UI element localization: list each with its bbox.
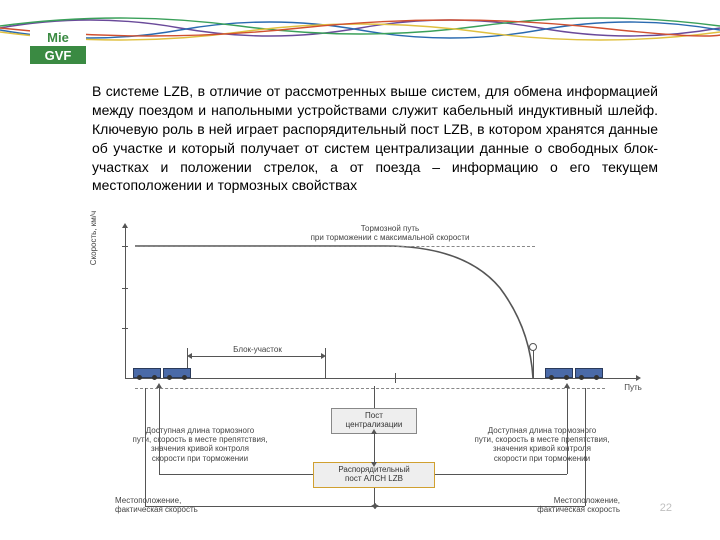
lzb-left-v [159, 388, 160, 474]
right-info-text: Доступная длина тормозного пути, скорост… [457, 426, 627, 463]
lzb-right-arrow [567, 388, 568, 389]
block-section-label: Блок-участок [210, 345, 305, 354]
y-axis-label: Скорость, км/ч [89, 208, 98, 268]
train-car-icon [163, 368, 191, 378]
y-tick [122, 288, 128, 289]
curve-label: Тормозной путь при торможении с максимал… [285, 224, 495, 242]
logo-bottom-text: GVF [30, 46, 86, 64]
lzb-right-v [567, 388, 568, 474]
lzb-diagram: Скорость, км/ч Путь Тормозной путь при т… [95, 228, 655, 518]
track-line [125, 378, 635, 379]
connector-line [374, 434, 375, 462]
connector-arrow [374, 434, 375, 435]
left-info-text: Доступная длина тормозного пути, скорост… [115, 426, 285, 463]
x-axis-arrow [635, 378, 636, 379]
y-tick [122, 328, 128, 329]
cable-loop-dash [135, 388, 605, 389]
lzb-left-arrow [159, 388, 160, 389]
header-wave-lines [0, 8, 720, 48]
lzb-right-h [435, 474, 567, 475]
block-arrow-right [320, 356, 321, 357]
page-number: 22 [660, 502, 672, 514]
block-arrow-line [192, 356, 320, 357]
feedback-left-v [145, 388, 146, 506]
train-car-icon [575, 368, 603, 378]
logo-top-text: Mie [30, 28, 86, 46]
obstacle-circle-icon [529, 343, 537, 351]
train-car-icon [545, 368, 573, 378]
block-marker [533, 348, 534, 378]
bottom-left-label: Местоположение, фактическая скорость [115, 496, 245, 514]
y-tick [122, 246, 128, 247]
connector-arrow [374, 461, 375, 462]
feedback-right-v [585, 388, 586, 506]
body-paragraph: В системе LZB, в отличие от рассмотренны… [92, 82, 658, 195]
feedback-right-arrow [376, 506, 377, 507]
lzb-left-h [159, 474, 313, 475]
block-marker-small [395, 373, 396, 383]
bottom-right-label: Местоположение, фактическая скорость [490, 496, 620, 514]
x-axis-label: Путь [613, 383, 653, 392]
max-speed-dash [135, 246, 535, 247]
train-car-icon [133, 368, 161, 378]
connector-line [374, 386, 375, 408]
logo: Mie GVF [30, 28, 86, 66]
